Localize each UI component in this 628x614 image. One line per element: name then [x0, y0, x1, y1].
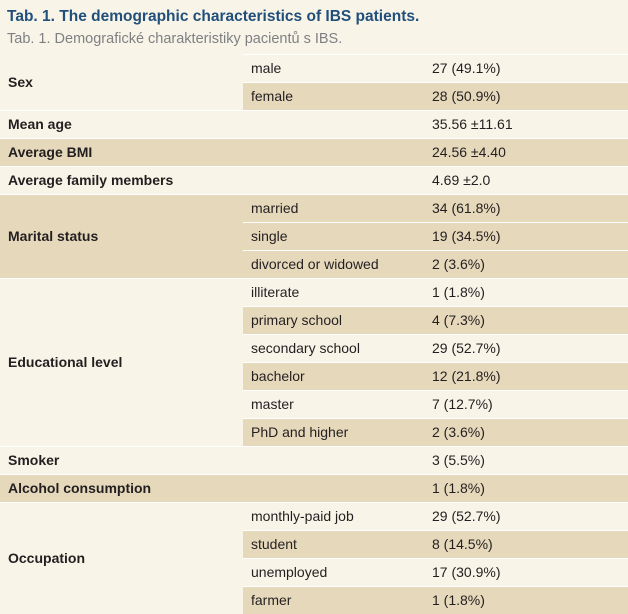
value-cell: 4.69 ±2.0 [424, 167, 628, 195]
row-label-average-bmi: Average BMI [0, 139, 424, 167]
category-cell: divorced or widowed [243, 251, 424, 279]
row-label-average-family: Average family members [0, 167, 424, 195]
value-cell: 34 (61.8%) [424, 195, 628, 223]
category-cell: female [243, 83, 424, 111]
category-cell: farmer [243, 587, 424, 614]
table-row: Average BMI 24.56 ±4.40 [0, 139, 628, 167]
category-cell: primary school [243, 307, 424, 335]
value-cell: 27 (49.1%) [424, 55, 628, 83]
table-row: Occupation monthly-paid job 29 (52.7%) [0, 503, 628, 531]
value-cell: 4 (7.3%) [424, 307, 628, 335]
category-cell: secondary school [243, 335, 424, 363]
value-cell: 7 (12.7%) [424, 391, 628, 419]
demographics-table: Sex male 27 (49.1%) female 28 (50.9%) Me… [0, 54, 628, 614]
table-row: Alcohol consumption 1 (1.8%) [0, 475, 628, 503]
value-cell: 2 (3.6%) [424, 419, 628, 447]
category-cell: male [243, 55, 424, 83]
row-label-educational-level: Educational level [0, 279, 243, 447]
value-cell: 19 (34.5%) [424, 223, 628, 251]
value-cell: 17 (30.9%) [424, 559, 628, 587]
table-row: Sex male 27 (49.1%) [0, 55, 628, 83]
category-cell: unemployed [243, 559, 424, 587]
category-cell: married [243, 195, 424, 223]
category-cell: monthly-paid job [243, 503, 424, 531]
table-subtitle: Tab. 1. Demografické charakteristiky pac… [7, 31, 342, 47]
value-cell: 1 (1.8%) [424, 587, 628, 614]
category-cell: student [243, 531, 424, 559]
value-cell: 29 (52.7%) [424, 503, 628, 531]
table-page: Tab. 1. The demographic characteristics … [0, 0, 628, 600]
table-row: Marital status married 34 (61.8%) [0, 195, 628, 223]
value-cell: 8 (14.5%) [424, 531, 628, 559]
row-label-marital-status: Marital status [0, 195, 243, 279]
table-row: Smoker 3 (5.5%) [0, 447, 628, 475]
table-title: Tab. 1. The demographic characteristics … [7, 8, 419, 26]
value-cell: 35.56 ±11.61 [424, 111, 628, 139]
row-label-sex: Sex [0, 55, 243, 111]
category-cell: PhD and higher [243, 419, 424, 447]
row-label-alcohol: Alcohol consumption [0, 475, 424, 503]
value-cell: 12 (21.8%) [424, 363, 628, 391]
value-cell: 1 (1.8%) [424, 475, 628, 503]
value-cell: 24.56 ±4.40 [424, 139, 628, 167]
table-row: Average family members 4.69 ±2.0 [0, 167, 628, 195]
value-cell: 1 (1.8%) [424, 279, 628, 307]
value-cell: 3 (5.5%) [424, 447, 628, 475]
category-cell: illiterate [243, 279, 424, 307]
table-row: Mean age 35.56 ±11.61 [0, 111, 628, 139]
row-label-occupation: Occupation [0, 503, 243, 614]
value-cell: 28 (50.9%) [424, 83, 628, 111]
row-label-smoker: Smoker [0, 447, 424, 475]
category-cell: bachelor [243, 363, 424, 391]
category-cell: single [243, 223, 424, 251]
table-row: Educational level illiterate 1 (1.8%) [0, 279, 628, 307]
value-cell: 29 (52.7%) [424, 335, 628, 363]
row-label-mean-age: Mean age [0, 111, 424, 139]
value-cell: 2 (3.6%) [424, 251, 628, 279]
category-cell: master [243, 391, 424, 419]
